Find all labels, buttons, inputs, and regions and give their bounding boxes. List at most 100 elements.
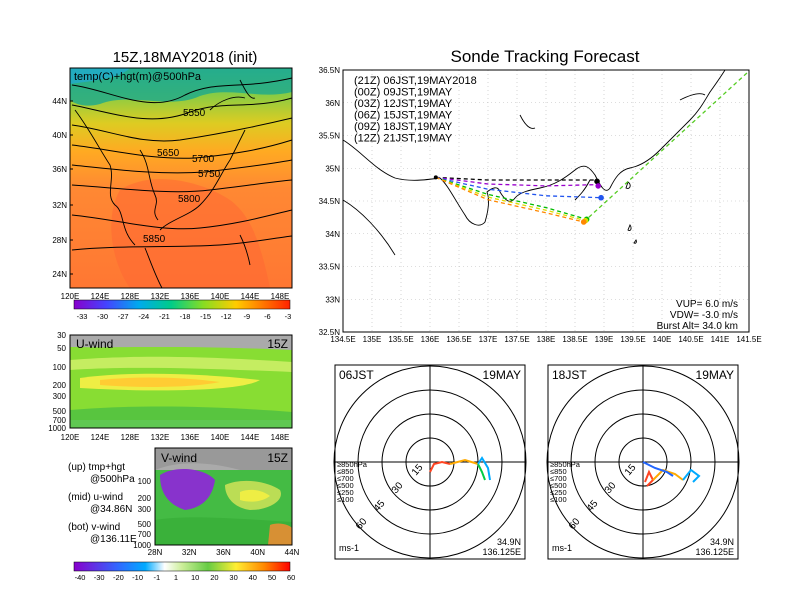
vwind-pressure-tick: 100 [138,477,152,486]
right-title: Sonde Tracking Forecast [451,47,640,66]
tracking-lat-tick: 35N [325,164,340,173]
uwind-lon-tick: 124E [91,433,110,442]
map500-lat-tick: 36N [52,165,67,174]
tracking-lon-tick: 139.5E [620,335,645,344]
track-line-5 [435,176,584,223]
desc-bot: (bot) v-wind [68,522,120,533]
tracking-legend-entry: (12Z) 21JST,19MAY [354,133,453,145]
burst-alt-text: Burst Alt= 34.0 km [657,321,738,332]
hodograph-level-legend: ≤850 [337,467,354,476]
tracking-lon-tick: 135.5E [388,335,413,344]
uwind-lon-tick: 120E [61,433,80,442]
hodograph-level-legend: ≤500 [337,481,354,490]
colorbar-tick: -21 [159,312,170,321]
tracking-lat-tick: 33.5N [319,263,341,272]
tracking-plot-area [343,70,749,332]
desc-mid: (mid) u-wind [68,492,123,503]
tracking-lon-tick: 136.5E [446,335,471,344]
landing-point-1 [595,183,601,189]
vwind-pressure-tick: 700 [138,530,152,539]
contour-label-5800: 5800 [178,194,201,205]
tracking-lat-tick: 33N [325,295,340,304]
hodograph-level-legend: ≥850hPa [550,460,581,469]
colorbar-tick: -30 [94,573,105,582]
map500-lon-tick: 148E [271,292,290,301]
hodograph-level-legend: ≤100 [337,495,354,504]
hodograph-time-label: 06JST [339,368,374,382]
vup-text: VUP= 6.0 m/s [676,299,738,310]
colorbar-tick: -9 [243,312,250,321]
hodograph-lat: 34.9N [497,537,521,547]
hodograph-trace [477,456,491,481]
hodograph-unit: ms-1 [339,543,359,553]
colorbar-tick: -1 [153,573,160,582]
vwind-pressure-tick: 200 [138,494,152,503]
uwind-pressure-tick: 30 [57,331,66,340]
vwind-lat-tick: 36N [216,548,231,557]
uwind-pressure-tick: 100 [53,363,67,372]
hodograph-level-legend: ≤500 [550,481,567,490]
vwind-lat-tick: 32N [182,548,197,557]
wind-colorbar [73,561,291,572]
landing-point-0 [594,178,600,185]
float-path-line [583,70,749,223]
hodograph-trace [682,468,701,483]
tracking-legend-entry: (03Z) 12JST,19MAY [354,98,453,110]
colorbar-tick: 60 [287,573,295,582]
desc-mid2: @34.86N [90,504,132,515]
hodograph-trace [652,468,684,481]
colorbar-tick: -33 [77,312,88,321]
uwind-lon-tick: 132E [151,433,170,442]
tracking-lon-tick: 141E [711,335,730,344]
colorbar-tick: -24 [138,312,149,321]
uwind-pressure-tick: 50 [57,344,66,353]
tracking-lon-tick: 138E [537,335,556,344]
uwind-pressure-tick: 700 [53,416,67,425]
colorbar-tick: -30 [97,312,108,321]
colorbar-tick: -40 [75,573,86,582]
hodograph-lon: 136.125E [482,547,521,557]
hodograph-level-legend: ≤850 [550,467,567,476]
hodograph-level-legend: ≥850hPa [337,460,368,469]
track-line-3 [435,176,587,220]
tracking-legend-entry: (06Z) 15JST,19MAY [354,110,453,122]
hodograph-trace [477,463,486,481]
vwind-lat-tick: 40N [250,548,265,557]
landing-point-2 [598,194,604,201]
map500-label: temp(C)+hgt(m)@500hPa [74,71,202,83]
desc-up: (up) tmp+hgt [68,462,125,473]
uwind-pressure-tick: 200 [53,381,67,390]
panel-descriptions: (up) tmp+hgt @500hPa (mid) u-wind @34.86… [68,462,137,545]
map500-lon-tick: 144E [241,292,260,301]
colorbar-tick: -20 [113,573,124,582]
desc-bot2: @136.11E [90,534,137,545]
tracking-lat-tick: 32.5N [319,328,341,337]
temp-colorbar [73,299,291,310]
hodograph-level-legend: ≤100 [550,495,567,504]
map500-lat-tick: 28N [52,236,67,245]
vwind-lat-tick: 44N [285,548,300,557]
hodograph-level-legend: ≤700 [550,474,567,483]
tracking-lon-tick: 140.5E [678,335,703,344]
uwind-lon-tick: 128E [121,433,140,442]
uwind-pressure-tick: 500 [53,407,67,416]
launch-point [433,175,438,180]
colorbar-tick: 10 [191,573,199,582]
colorbar-tick: -12 [221,312,232,321]
tracking-lon-tick: 139E [595,335,614,344]
colorbar-tick: -15 [200,312,211,321]
hodograph-trace [642,461,674,477]
tracking-legend-entry: (21Z) 06JST,19MAY2018 [354,75,477,87]
vwind-lat-tick: 28N [148,548,163,557]
contour-label-5550: 5550 [183,108,206,119]
colorbar-tick: -6 [264,312,271,321]
colorbar-tick: -18 [180,312,191,321]
hodograph-unit: ms-1 [552,543,572,553]
hodograph-lat: 34.9N [710,537,734,547]
vwind-label: V-wind [161,451,197,465]
map500-lon-tick: 136E [181,292,200,301]
hodograph-level-legend: ≤700 [337,474,354,483]
